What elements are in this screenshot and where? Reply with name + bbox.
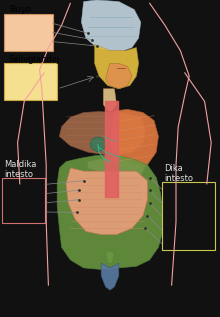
Polygon shape <box>88 158 145 174</box>
Text: Salivglandoj: Salivglandoj <box>9 55 60 64</box>
Polygon shape <box>106 250 114 263</box>
Polygon shape <box>95 44 139 89</box>
FancyBboxPatch shape <box>4 63 57 100</box>
Text: Maldika
intesto: Maldika intesto <box>4 160 37 179</box>
FancyBboxPatch shape <box>4 14 53 51</box>
Text: Buşo: Buşo <box>9 5 31 14</box>
FancyBboxPatch shape <box>162 182 214 250</box>
Polygon shape <box>110 109 158 171</box>
Polygon shape <box>57 155 163 269</box>
Polygon shape <box>103 89 117 111</box>
Polygon shape <box>66 168 147 235</box>
Polygon shape <box>81 0 141 51</box>
Polygon shape <box>106 63 132 89</box>
Ellipse shape <box>90 137 106 151</box>
Polygon shape <box>101 263 119 290</box>
Text: Dika
intesto: Dika intesto <box>164 164 193 183</box>
FancyBboxPatch shape <box>2 178 45 223</box>
Polygon shape <box>59 112 145 155</box>
